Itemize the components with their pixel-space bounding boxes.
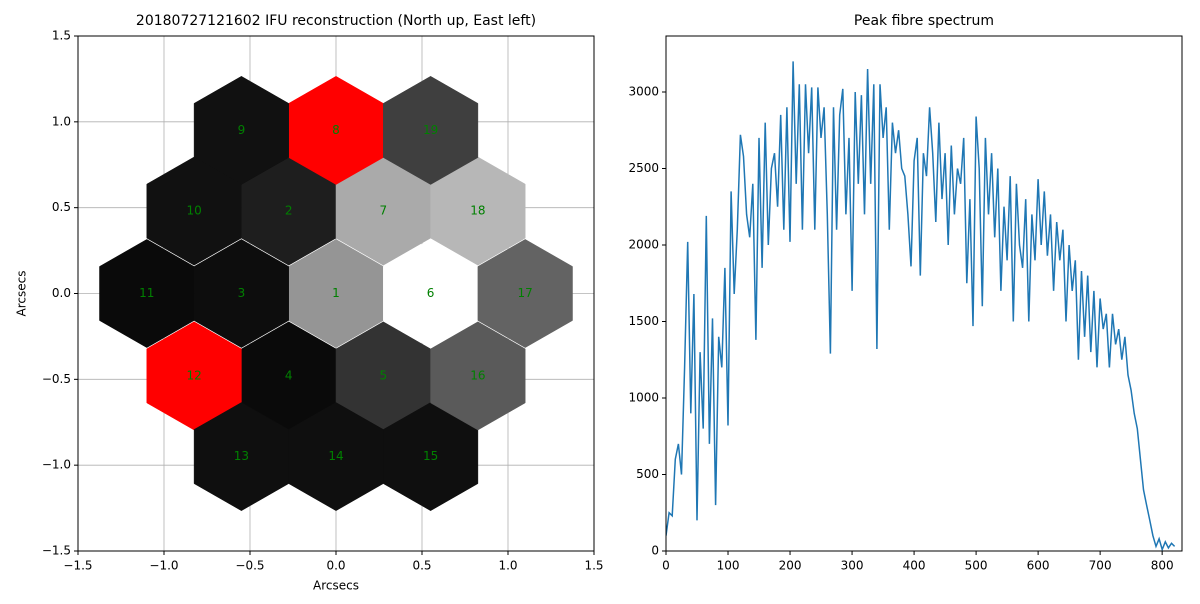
fibre-label: 3 [238,286,246,300]
x-tick-label: 500 [965,559,988,573]
x-tick-label: −1.0 [149,559,178,573]
x-tick-label: 1.0 [498,559,517,573]
y-tick-label: −1.5 [42,544,71,558]
x-tick-label: 700 [1089,559,1112,573]
y-tick-label: 1500 [628,314,659,328]
x-tick-label: 600 [1027,559,1050,573]
fibre-label: 16 [470,368,485,382]
fibre-label: 10 [186,204,201,218]
y-tick-label: 0 [651,544,659,558]
y-tick-label: 500 [636,467,659,481]
fibre-label: 4 [285,368,293,382]
y-tick-label: −0.5 [42,372,71,386]
fibre-hex [477,239,573,348]
panel: Peak fibre spectrum 0 100 200 300 400 500 600 70… [628,13,1183,573]
fibre-label: 9 [238,123,246,137]
fibre-label: 2 [285,204,293,218]
fibre-label: 19 [423,123,438,137]
x-tick-label: 300 [841,559,864,573]
y-tick-label: 1.5 [52,29,71,43]
y-tick-label: 1000 [628,390,659,404]
x-tick-label: 800 [1151,559,1174,573]
y-tick-label: 3000 [628,84,659,98]
fibre-label: 14 [328,449,343,463]
x-tick-label: 0.5 [412,559,431,573]
spectrum-line [666,61,1176,551]
y-tick-label: −1.0 [42,458,71,472]
x-tick-label: −0.5 [235,559,264,573]
y-tick-label: 1.0 [52,114,71,128]
x-tick-label: 200 [779,559,802,573]
y-tick-label: 0.0 [52,286,71,300]
fibre-label: 12 [186,368,201,382]
fibre-hex [430,321,526,431]
fibre-label: 6 [427,286,435,300]
chart-title: 20180727121602 IFU reconstruction (North… [136,13,536,29]
y-tick-label: 0.5 [52,200,71,214]
x-tick-label: 0.0 [326,559,345,573]
panel: 20180727121602 IFU reconstruction (North… [15,13,604,593]
x-tick-label: −1.5 [63,559,92,573]
fibre-hex [99,239,195,348]
y-tick-label: 2500 [628,161,659,175]
fibre-label: 15 [423,449,438,463]
fibre-label: 18 [470,204,485,218]
fibre-label: 13 [234,449,249,463]
x-tick-label: 1.5 [584,559,603,573]
x-tick-label: 0 [662,559,670,573]
fibre-hex [146,156,242,266]
fibre-label: 8 [332,123,340,137]
fibre-label: 7 [379,204,387,218]
fibre-label: 5 [379,368,387,382]
axes-frame [665,35,1183,552]
x-tick-label: 400 [903,559,926,573]
fibre-label: 1 [332,286,340,300]
x-tick-label: 100 [717,559,740,573]
x-axis-label: Arcsecs [313,579,359,593]
fibre-hex [383,76,479,185]
y-axis-label: Arcsecs [15,271,29,317]
fibre-label: 17 [518,286,533,300]
plot-area [99,76,573,511]
plot-area [666,61,1176,551]
fibre-label: 11 [139,286,154,300]
chart-title: Peak fibre spectrum [854,13,994,29]
y-tick-label: 2000 [628,237,659,251]
